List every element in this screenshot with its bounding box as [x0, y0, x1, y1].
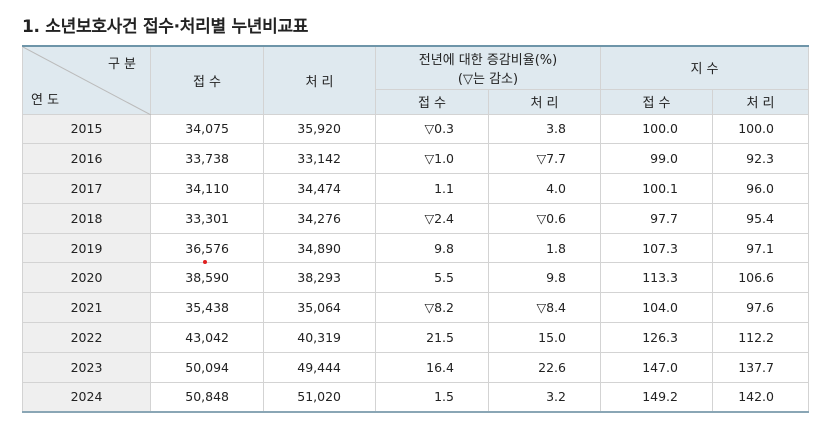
value-cell: 38,590 [150, 262, 264, 294]
value-cell: 92.3 [712, 143, 809, 175]
value-cell: 15.0 [488, 322, 601, 353]
value-cell: 33,738 [150, 143, 264, 175]
diagonal [23, 47, 151, 115]
value-cell: 1.8 [488, 232, 601, 264]
value-cell: 5.5 [375, 262, 489, 294]
table-row: 2023 50,094 49,444 16.4 22.6 147.0 137.7 [22, 351, 809, 383]
value-cell: 97.6 [712, 292, 809, 324]
value-cell: ▽0.3 [375, 113, 489, 145]
value-cell: 34,474 [263, 173, 376, 204]
table-row: 2019 36,576 34,890 9.8 1.8 107.3 97.1 [22, 232, 809, 264]
value-cell: 4.0 [488, 173, 601, 204]
year-cell: 2020 [22, 262, 151, 294]
header-cell: 접 수 [150, 45, 264, 115]
value-cell: 100.1 [600, 173, 713, 204]
value-cell: 95.4 [712, 202, 809, 234]
value-cell: 34,110 [150, 173, 264, 204]
table-row: 2020 38,590 38,293 5.5 9.8 113.3 106.6 [22, 262, 809, 294]
year-cell: 2024 [22, 381, 151, 413]
value-cell: 36,576 [150, 232, 264, 264]
value-cell: 99.0 [600, 143, 713, 175]
title: 1. 소년보호사건 접수·처리별 누년비교표 [22, 17, 309, 37]
table-row: 2015 34,075 35,920 ▽0.3 3.8 100.0 100.0 [22, 113, 809, 145]
subheader-cell: 접 수 [600, 88, 713, 115]
value-cell: 142.0 [712, 381, 809, 413]
value-cell: 51,020 [263, 381, 376, 413]
value-cell: 100.0 [600, 113, 713, 145]
header-line: (▽는 감소) [457, 71, 519, 87]
header-cell: 전년에 대한 증감비율(%) (▽는 감소) [375, 45, 601, 90]
value-cell: 22.6 [488, 351, 601, 383]
value-cell: 1.5 [375, 381, 489, 413]
value-cell: ▽0.6 [488, 202, 601, 234]
value-cell: 49,444 [263, 351, 376, 383]
value-cell: 137.7 [712, 351, 809, 383]
year-cell: 2015 [22, 113, 151, 145]
value-cell: ▽2.4 [375, 202, 489, 234]
red-dot [203, 260, 207, 264]
header-cell: 처 리 [263, 45, 376, 115]
value-cell: 38,293 [263, 262, 376, 294]
data-table: 구 분 연 도 접 수 처 리 전년에 대한 증감비율(%) (▽는 감소) 지 … [22, 45, 809, 413]
table-row: 2024 50,848 51,020 1.5 3.2 149.2 142.0 [22, 381, 809, 413]
header-line: 전년에 대한 증감비율(%) [418, 52, 558, 68]
value-cell: 9.8 [488, 262, 601, 294]
value-cell: 34,276 [263, 202, 376, 234]
year-cell: 2017 [22, 173, 151, 204]
header-cell: 지 수 [600, 45, 809, 90]
year-cell: 2019 [22, 232, 151, 264]
corner-bottom: 연 도 [31, 92, 60, 108]
value-cell: 16.4 [375, 351, 489, 383]
year-cell: 2023 [22, 351, 151, 383]
table-row: 2018 33,301 34,276 ▽2.4 ▽0.6 97.7 95.4 [22, 202, 809, 234]
value-cell: ▽7.7 [488, 143, 601, 175]
value-cell: 33,142 [263, 143, 376, 175]
value-cell: 50,094 [150, 351, 264, 383]
table-row: 2021 35,438 35,064 ▽8.2 ▽8.4 104.0 97.6 [22, 292, 809, 324]
subheader-cell: 처 리 [488, 88, 601, 115]
value-cell: ▽8.2 [375, 292, 489, 324]
value-cell: ▽8.4 [488, 292, 601, 324]
value-cell: 21.5 [375, 322, 489, 353]
corner-top: 구 분 [107, 57, 136, 72]
value-cell: 50,848 [150, 381, 264, 413]
value-cell: 33,301 [150, 202, 264, 234]
value-cell: 100.0 [712, 113, 809, 145]
year-cell: 2021 [22, 292, 151, 324]
value-cell: 35,438 [150, 292, 264, 324]
value-cell: 43,042 [150, 322, 264, 353]
value-cell: 113.3 [600, 262, 713, 294]
value-cell: 3.2 [488, 381, 601, 413]
subheader-cell: 처 리 [712, 88, 809, 115]
value-cell: 35,920 [263, 113, 376, 145]
subheader-cell: 접 수 [375, 88, 489, 115]
table-row: 2022 43,042 40,319 21.5 15.0 126.3 112.2 [22, 322, 809, 353]
value-cell: 149.2 [600, 381, 713, 413]
value-cell: 106.6 [712, 262, 809, 294]
table-row: 2016 33,738 33,142 ▽1.0 ▽7.7 99.0 92.3 [22, 143, 809, 175]
value-cell: 107.3 [600, 232, 713, 264]
value-cell: ▽1.0 [375, 143, 489, 175]
year-cell: 2018 [22, 202, 151, 234]
value-cell: 126.3 [600, 322, 713, 353]
value-cell: 40,319 [263, 322, 376, 353]
value-cell: 1.1 [375, 173, 489, 204]
value-cell: 97.7 [600, 202, 713, 234]
value-cell: 3.8 [488, 113, 601, 145]
table-body: 2015 34,075 35,920 ▽0.3 3.8 100.0 100.0 2016 33,… [22, 113, 809, 413]
value-cell: 9.8 [375, 232, 489, 264]
table-row: 2017 34,110 34,474 1.1 4.0 100.1 96.0 [22, 173, 809, 204]
value-cell: 104.0 [600, 292, 713, 324]
value-cell: 34,075 [150, 113, 264, 145]
value-cell: 96.0 [712, 173, 809, 204]
value-cell: 147.0 [600, 351, 713, 383]
value-cell: 35,064 [263, 292, 376, 324]
value-cell: 112.2 [712, 322, 809, 353]
year-cell: 2016 [22, 143, 151, 175]
year-cell: 2022 [22, 322, 151, 353]
corner-cell: 구 분 연 도 [22, 45, 151, 115]
value-cell: 97.1 [712, 232, 809, 264]
value-cell: 34,890 [263, 232, 376, 264]
